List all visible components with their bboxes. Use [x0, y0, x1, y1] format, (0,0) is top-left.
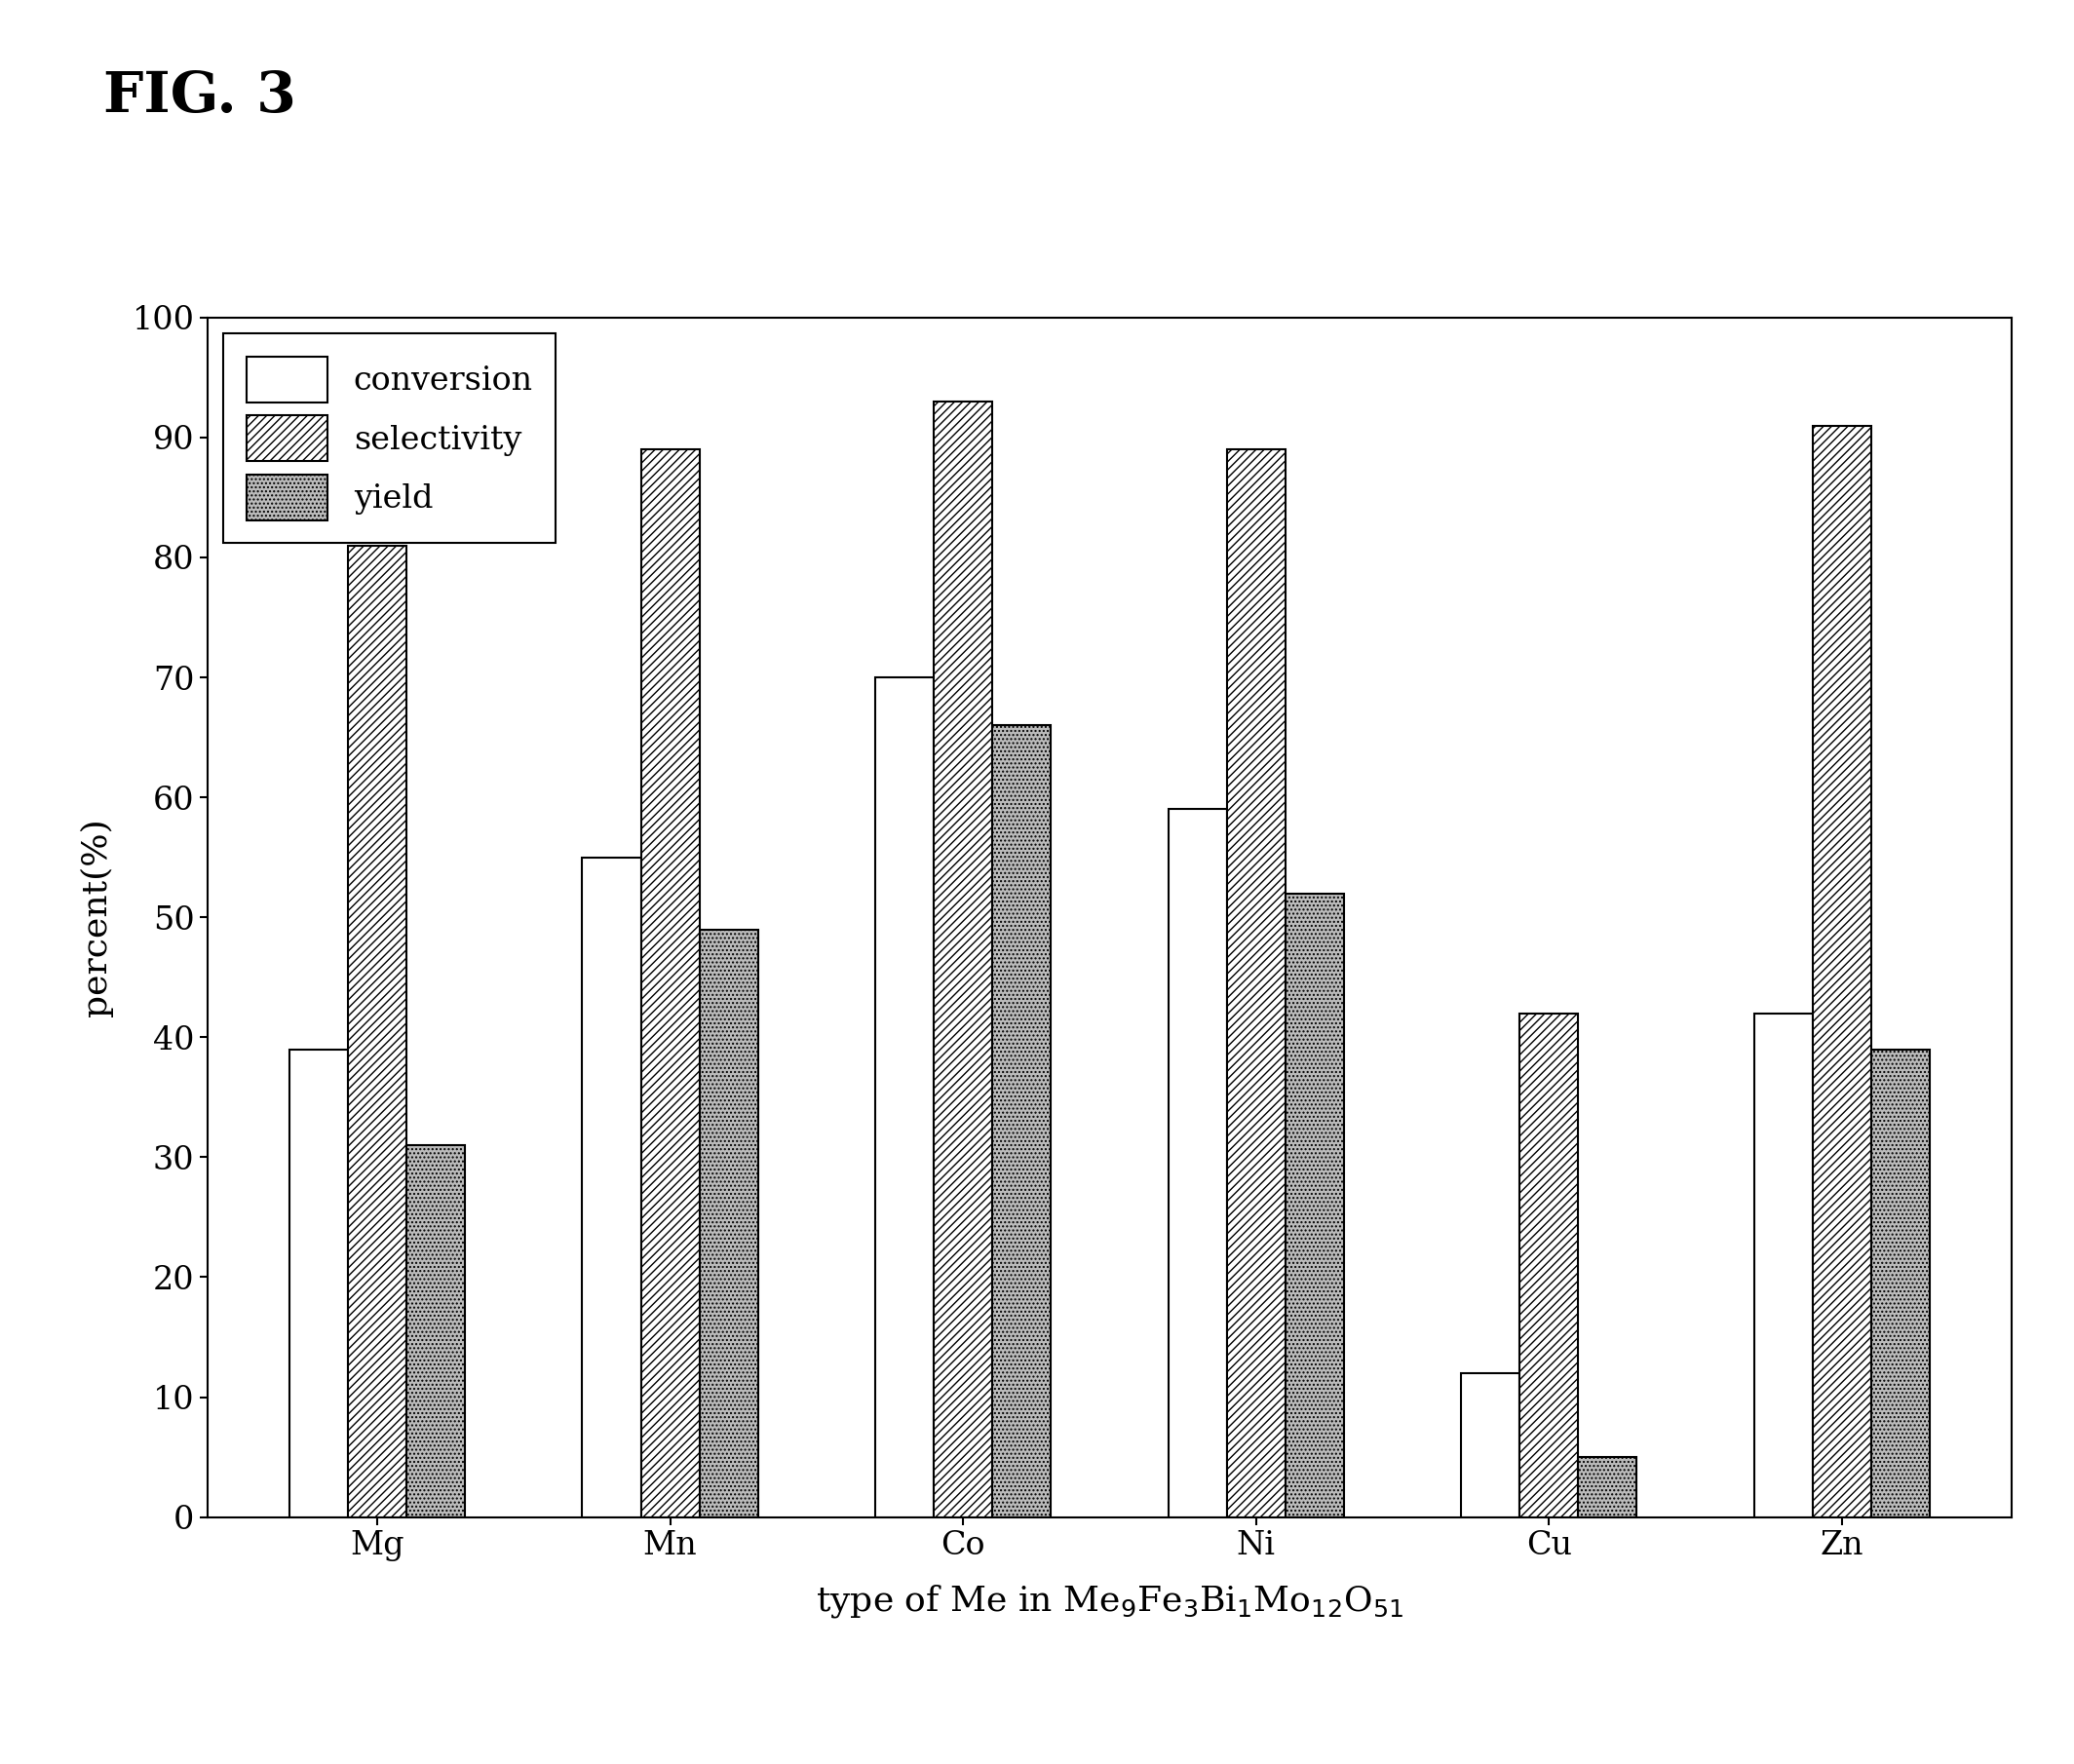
Bar — [1226, 450, 1286, 1517]
Bar — [641, 450, 699, 1517]
Bar — [1286, 893, 1344, 1517]
Bar — [1460, 1372, 1520, 1517]
Bar — [699, 930, 759, 1517]
Text: FIG. 3: FIG. 3 — [104, 69, 297, 123]
Bar — [1168, 810, 1226, 1517]
Bar — [1871, 1050, 1929, 1517]
Bar — [290, 1050, 348, 1517]
Bar — [1755, 1013, 1813, 1517]
Bar — [583, 857, 641, 1517]
Legend: conversion, selectivity, yield: conversion, selectivity, yield — [224, 333, 556, 543]
Bar — [1813, 425, 1871, 1517]
X-axis label: type of Me in Me$_{9}$Fe$_{3}$Bi$_{1}$Mo$_{12}$O$_{51}$: type of Me in Me$_{9}$Fe$_{3}$Bi$_{1}$Mo… — [815, 1582, 1404, 1619]
Bar — [348, 545, 407, 1517]
Bar — [1520, 1013, 1578, 1517]
Bar — [933, 402, 993, 1517]
Y-axis label: percent(%): percent(%) — [81, 818, 114, 1016]
Bar — [1578, 1457, 1636, 1517]
Bar — [407, 1145, 465, 1517]
Bar — [875, 677, 933, 1517]
Bar — [993, 725, 1052, 1517]
